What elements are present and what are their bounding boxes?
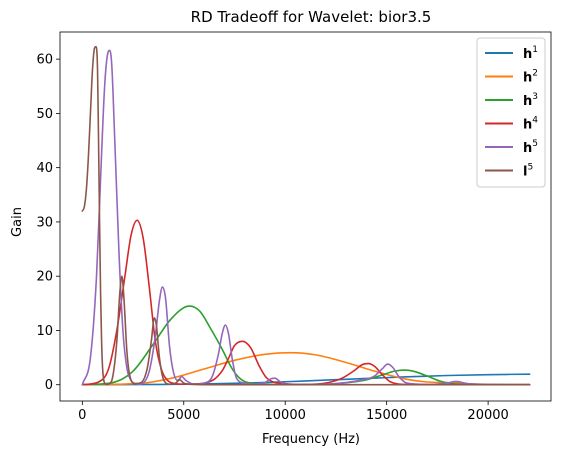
legend-label-sup: 2	[532, 69, 538, 79]
legend-box	[476, 37, 546, 188]
legend-label-sup: 5	[532, 139, 538, 149]
x-tick-label: 5000	[167, 408, 200, 423]
legend-label: h2	[523, 69, 538, 86]
series-line-l5	[81, 45, 531, 386]
series-line-h5	[81, 49, 531, 386]
legend-label-base: h	[523, 118, 532, 133]
y-tick-label: 0	[45, 378, 53, 393]
legend-label: h4	[523, 116, 538, 133]
x-tick-label: 10000	[265, 408, 306, 423]
legend-item-l5: l5	[485, 163, 533, 180]
y-tick-label: 40	[36, 161, 53, 176]
plot-area	[81, 45, 531, 386]
legend-label: h5	[523, 139, 538, 156]
legend-label-base: h	[523, 94, 532, 109]
y-axis: 0 10 20 30 40 50 60	[36, 53, 60, 393]
y-tick-label: 50	[36, 107, 53, 122]
legend-label-sup: 5	[527, 163, 533, 173]
legend-item-h2: h2	[485, 69, 538, 86]
legend-item-h5: h5	[485, 139, 538, 156]
series-line-h4	[81, 219, 531, 386]
legend-label: h1	[523, 45, 538, 62]
x-tick-label: 15000	[366, 408, 407, 423]
chart-title: RD Tradeoff for Wavelet: bior3.5	[191, 8, 432, 26]
y-tick-label: 20	[36, 270, 53, 285]
plot-frame	[59, 31, 552, 402]
legend-item-h4: h4	[485, 116, 538, 133]
legend-label-base: h	[523, 47, 532, 62]
legend-item-h3: h3	[485, 92, 538, 109]
legend-label-base: h	[523, 71, 532, 86]
x-axis-label: Frequency (Hz)	[262, 432, 360, 447]
y-tick-label: 10	[36, 324, 53, 339]
legend-label: h3	[523, 92, 538, 109]
y-axis-label: Gain	[10, 207, 25, 237]
legend-label-sup: 1	[532, 45, 538, 55]
legend-label-base: l	[523, 165, 527, 180]
y-tick-label: 30	[36, 215, 53, 230]
legend-item-h1: h1	[485, 45, 538, 62]
legend-label-sup: 3	[532, 92, 538, 102]
legend-label-base: h	[523, 141, 532, 156]
x-tick-label: 20000	[467, 408, 508, 423]
y-tick-label: 60	[36, 53, 53, 68]
series-line-h2	[81, 351, 531, 386]
x-axis: 0 5000 10000 15000 20000	[78, 401, 509, 423]
legend-label-sup: 4	[532, 116, 538, 126]
legend-label: l5	[523, 163, 533, 180]
x-tick-label: 0	[78, 408, 86, 423]
